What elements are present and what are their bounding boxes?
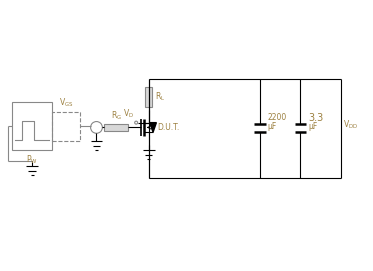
Text: μF: μF [268,122,277,131]
Text: D.U.T.: D.U.T. [157,123,180,132]
Text: V$_{\mathregular{GS}}$: V$_{\mathregular{GS}}$ [59,97,73,109]
Bar [12,102,52,150]
Polygon shape [150,123,156,132]
Text: R$_{\mathregular{G}}$: R$_{\mathregular{G}}$ [111,109,122,121]
Text: V$_{\mathregular{DD}}$: V$_{\mathregular{DD}}$ [344,118,358,131]
Text: R$_{\mathregular{L}}$: R$_{\mathregular{L}}$ [154,91,165,103]
Text: P$_{\mathregular{W}}$: P$_{\mathregular{W}}$ [26,153,38,166]
Text: μF: μF [308,122,317,131]
Bar [104,124,128,131]
Bar [52,112,80,141]
Text: 2200: 2200 [268,113,287,122]
Bar [145,87,152,107]
Text: V$_{\mathregular{D}}$: V$_{\mathregular{D}}$ [123,108,134,120]
Text: 3.3: 3.3 [308,113,323,123]
